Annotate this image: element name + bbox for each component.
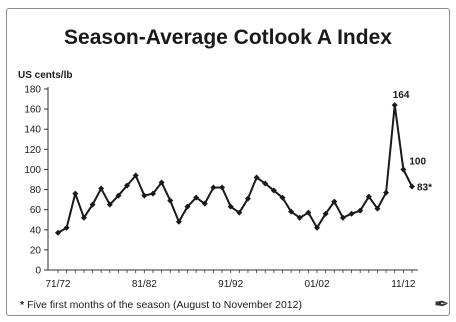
y-tick-label: 80 <box>30 185 42 196</box>
data-point <box>115 192 122 199</box>
x-tick-label: 91/92 <box>218 279 243 290</box>
y-tick-label: 20 <box>30 245 42 256</box>
data-label: 164 <box>393 90 410 101</box>
data-point <box>227 203 234 210</box>
data-point <box>80 214 87 221</box>
axes <box>47 87 418 271</box>
x-tick-label: 11/12 <box>391 279 416 290</box>
data-label: 100 <box>409 156 426 167</box>
data-point <box>400 166 407 173</box>
data-point <box>374 205 381 212</box>
data-point <box>201 200 208 207</box>
y-tick-label: 120 <box>24 145 41 156</box>
x-tick-label: 81/82 <box>132 279 157 290</box>
data-point <box>288 208 295 215</box>
data-point <box>141 192 148 199</box>
y-tick-label: 180 <box>24 85 41 96</box>
data-point <box>106 201 113 208</box>
data-point <box>365 193 372 200</box>
y-tick-label: 100 <box>24 165 41 176</box>
series-line <box>57 104 413 234</box>
data-point <box>184 203 191 210</box>
y-ticks: 0 20 40 60 80 100 120 140 160 180 <box>24 85 48 277</box>
y-tick-label: 0 <box>35 266 41 277</box>
data-point <box>149 190 156 197</box>
data-point <box>322 210 329 217</box>
signature-mark: ✒ <box>434 294 450 314</box>
data-label: 83* <box>417 183 432 194</box>
data-point <box>193 194 200 201</box>
data-point <box>314 224 321 231</box>
data-point <box>167 197 174 204</box>
footnote-text: Five first months of the season (August … <box>27 299 302 311</box>
data-point <box>132 172 139 179</box>
data-point <box>305 209 312 216</box>
y-tick-label: 40 <box>30 225 42 236</box>
data-point <box>244 195 251 202</box>
footnote-marker: * <box>20 299 25 311</box>
data-point <box>158 179 165 186</box>
data-point <box>331 198 338 205</box>
data-point <box>339 214 346 221</box>
annotations-layer: 164 100 83* <box>393 90 432 193</box>
data-point <box>63 224 70 231</box>
chart-title: Season-Average Cotlook A Index <box>64 26 392 49</box>
series-layer <box>55 102 415 236</box>
data-point <box>55 229 61 236</box>
data-point <box>236 209 243 216</box>
x-ticks: 71/72 81/82 91/92 01/02 11/12 <box>45 270 416 290</box>
data-point <box>383 189 390 196</box>
data-point <box>409 183 415 190</box>
footnote: * Five first months of the season (August… <box>20 299 302 311</box>
data-point <box>391 102 398 109</box>
y-tick-label: 60 <box>30 205 42 216</box>
x-tick-label: 71/72 <box>45 279 70 290</box>
y-tick-label: 160 <box>24 105 41 116</box>
chart-frame <box>6 8 450 316</box>
data-point <box>270 187 277 194</box>
data-point <box>357 207 364 214</box>
data-point <box>72 190 79 197</box>
y-tick-label: 140 <box>24 125 41 136</box>
data-point <box>253 174 260 181</box>
x-tick-label: 01/02 <box>305 279 330 290</box>
y-axis-label: US cents/lb <box>18 70 73 81</box>
data-point <box>89 201 96 208</box>
data-point <box>296 214 303 221</box>
data-point <box>210 184 217 191</box>
data-point <box>124 182 131 189</box>
data-point <box>175 218 182 225</box>
data-point <box>98 185 105 192</box>
data-point <box>262 180 269 187</box>
data-point <box>279 194 286 201</box>
data-point <box>219 184 226 191</box>
data-point <box>348 210 355 217</box>
